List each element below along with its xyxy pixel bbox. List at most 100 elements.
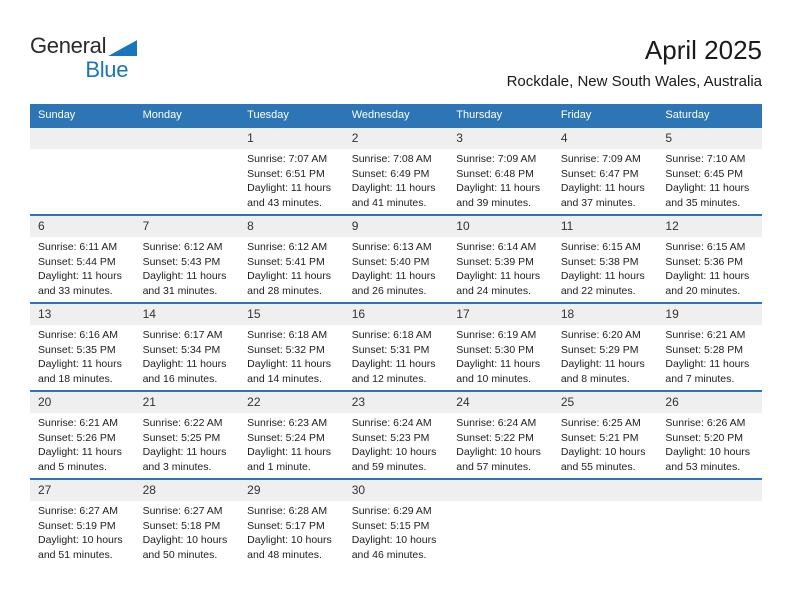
date-number: 7 xyxy=(134,216,240,237)
detail-line: Sunrise: 7:09 AM xyxy=(456,153,537,165)
detail-line: Sunrise: 6:27 AM xyxy=(142,505,223,517)
detail-line: Sunset: 5:39 PM xyxy=(456,255,534,268)
date-number: 6 xyxy=(30,216,135,237)
date-number: 22 xyxy=(239,392,344,413)
cell-details: Sunrise: 6:24 AM Sunset: 5:22 PM Daylight:… xyxy=(448,413,553,474)
day-cell-3: 3 Sunrise: 7:09 AM Sunset: 6:48 PM Daylight… xyxy=(448,128,553,214)
day-cell-15: 15 Sunrise: 6:18 AM Sunset: 5:32 PM Dayligh… xyxy=(239,304,344,390)
day-cell-17: 17 Sunrise: 6:19 AM Sunset: 5:30 PM Dayligh… xyxy=(448,304,553,390)
detail-line: and 1 minute. xyxy=(247,460,311,473)
detail-line: Daylight: 11 hours xyxy=(456,358,541,371)
day-cell-4: 4 Sunrise: 7:09 AM Sunset: 6:47 PM Daylight… xyxy=(552,128,658,214)
detail-line: and 20 minutes. xyxy=(665,284,741,297)
date-number xyxy=(448,480,553,501)
detail-line: Sunrise: 7:10 AM xyxy=(665,153,746,165)
detail-line: Sunrise: 6:21 AM xyxy=(665,329,746,341)
detail-line: Sunrise: 6:12 AM xyxy=(142,241,223,253)
title-block: April 2025 Rockdale, New South Wales, Au… xyxy=(506,35,762,90)
detail-line: and 51 minutes. xyxy=(38,548,113,561)
page-subtitle: Rockdale, New South Wales, Australia xyxy=(506,72,762,90)
cell-details: Sunrise: 6:29 AM Sunset: 5:15 PM Daylight:… xyxy=(344,501,449,562)
day-cell-26: 26 Sunrise: 6:26 AM Sunset: 5:20 PM Dayligh… xyxy=(657,392,762,478)
detail-line: and 26 minutes. xyxy=(351,284,427,297)
cell-details: Sunrise: 6:25 AM Sunset: 5:21 PM Daylight:… xyxy=(553,413,658,474)
day-cell-5: 5 Sunrise: 7:10 AM Sunset: 6:45 PM Daylight… xyxy=(657,128,762,214)
day-cell-19: 19 Sunrise: 6:21 AM Sunset: 5:28 PM Dayligh… xyxy=(657,304,762,390)
date-number: 9 xyxy=(343,216,449,237)
detail-line: and 7 minutes. xyxy=(665,372,735,385)
general-blue-logo: General Blue xyxy=(30,35,138,81)
detail-line: Sunset: 5:22 PM xyxy=(456,431,534,444)
cell-details: Sunrise: 7:09 AM Sunset: 6:48 PM Daylight:… xyxy=(448,149,553,210)
date-number xyxy=(657,480,762,501)
date-number: 13 xyxy=(30,304,135,325)
detail-line: Sunset: 6:49 PM xyxy=(351,167,430,180)
detail-line: Daylight: 10 hours xyxy=(665,446,751,459)
detail-line: Sunrise: 6:25 AM xyxy=(560,417,641,429)
detail-line: Sunrise: 6:15 AM xyxy=(560,241,641,253)
detail-line: and 12 minutes. xyxy=(351,372,427,385)
date-number: 28 xyxy=(134,480,240,501)
detail-line: Daylight: 11 hours xyxy=(247,446,331,459)
detail-line: Sunrise: 6:16 AM xyxy=(38,329,118,341)
cell-details: Sunrise: 6:16 AM Sunset: 5:35 PM Daylight:… xyxy=(30,325,135,386)
day-cell-7: 7 Sunrise: 6:12 AM Sunset: 5:43 PM Daylight… xyxy=(134,216,240,302)
detail-line: Daylight: 11 hours xyxy=(665,182,750,195)
week-row: 27 Sunrise: 6:27 AM Sunset: 5:19 PM Dayligh… xyxy=(30,478,762,566)
date-number: 11 xyxy=(552,216,658,237)
day-cell-18: 18 Sunrise: 6:20 AM Sunset: 5:29 PM Dayligh… xyxy=(552,304,658,390)
detail-line: Sunset: 6:45 PM xyxy=(665,167,744,180)
detail-line: Daylight: 11 hours xyxy=(456,270,541,283)
date-number: 4 xyxy=(552,128,658,149)
detail-line: Daylight: 11 hours xyxy=(247,358,331,371)
detail-line: Sunrise: 6:28 AM xyxy=(247,505,328,517)
cell-details xyxy=(657,501,762,504)
day-cell-29: 29 Sunrise: 6:28 AM Sunset: 5:17 PM Dayligh… xyxy=(239,480,344,566)
day-cell-9: 9 Sunrise: 6:13 AM Sunset: 5:40 PM Daylight… xyxy=(343,216,449,302)
detail-line: Sunset: 6:47 PM xyxy=(560,167,639,180)
cell-details: Sunrise: 7:10 AM Sunset: 6:45 PM Daylight:… xyxy=(657,149,762,210)
detail-line: and 18 minutes. xyxy=(38,372,113,385)
detail-line: and 39 minutes. xyxy=(456,196,531,209)
detail-line: Sunset: 5:28 PM xyxy=(665,343,744,356)
date-number: 1 xyxy=(239,128,344,149)
cell-details: Sunrise: 6:27 AM Sunset: 5:19 PM Daylight:… xyxy=(30,501,135,562)
cell-details: Sunrise: 6:18 AM Sunset: 5:32 PM Daylight:… xyxy=(239,325,344,386)
detail-line: Sunset: 6:48 PM xyxy=(456,167,534,180)
cell-details: Sunrise: 7:08 AM Sunset: 6:49 PM Daylight:… xyxy=(344,149,449,210)
date-number: 8 xyxy=(239,216,344,237)
detail-line: Sunrise: 6:26 AM xyxy=(665,417,746,429)
detail-line: Daylight: 11 hours xyxy=(38,446,122,459)
day-header-thursday: Thursday xyxy=(456,109,503,121)
detail-line: Daylight: 11 hours xyxy=(38,358,122,371)
week-row: 6 Sunrise: 6:11 AM Sunset: 5:44 PM Daylight… xyxy=(30,214,762,302)
cell-details: Sunrise: 6:27 AM Sunset: 5:18 PM Daylight:… xyxy=(135,501,240,562)
detail-line: Sunrise: 6:20 AM xyxy=(560,329,641,341)
detail-line: and 22 minutes. xyxy=(560,284,636,297)
detail-line: and 50 minutes. xyxy=(142,548,218,561)
day-cell-22: 22 Sunrise: 6:23 AM Sunset: 5:24 PM Dayligh… xyxy=(239,392,344,478)
detail-line: Sunrise: 6:12 AM xyxy=(247,241,328,253)
detail-line: Sunset: 5:15 PM xyxy=(351,519,430,532)
detail-line: Daylight: 11 hours xyxy=(456,182,541,195)
detail-line: Sunset: 5:40 PM xyxy=(351,255,430,268)
detail-line: Daylight: 11 hours xyxy=(665,358,750,371)
cell-details: Sunrise: 6:12 AM Sunset: 5:43 PM Daylight:… xyxy=(135,237,240,298)
date-number: 15 xyxy=(239,304,344,325)
cell-details: Sunrise: 6:21 AM Sunset: 5:28 PM Daylight:… xyxy=(657,325,762,386)
cell-details: Sunrise: 6:19 AM Sunset: 5:30 PM Daylight:… xyxy=(448,325,553,386)
detail-line: Sunset: 5:17 PM xyxy=(247,519,325,532)
detail-line: Sunrise: 6:22 AM xyxy=(142,417,223,429)
detail-line: Sunrise: 6:11 AM xyxy=(38,241,118,253)
detail-line: Sunrise: 6:24 AM xyxy=(351,417,432,429)
detail-line: Daylight: 11 hours xyxy=(247,270,331,283)
day-cell-21: 21 Sunrise: 6:22 AM Sunset: 5:25 PM Dayligh… xyxy=(134,392,240,478)
calendar: Sunday Monday Tuesday Wednesday Thursday Frid… xyxy=(30,104,762,566)
date-number: 23 xyxy=(343,392,449,413)
detail-line: and 28 minutes. xyxy=(247,284,322,297)
date-number xyxy=(552,480,658,501)
detail-line: Daylight: 11 hours xyxy=(560,270,645,283)
week-row: 13 Sunrise: 6:16 AM Sunset: 5:35 PM Dayligh… xyxy=(30,302,762,390)
cell-details: Sunrise: 6:13 AM Sunset: 5:40 PM Daylight:… xyxy=(344,237,449,298)
day-header-monday: Monday xyxy=(142,109,182,121)
